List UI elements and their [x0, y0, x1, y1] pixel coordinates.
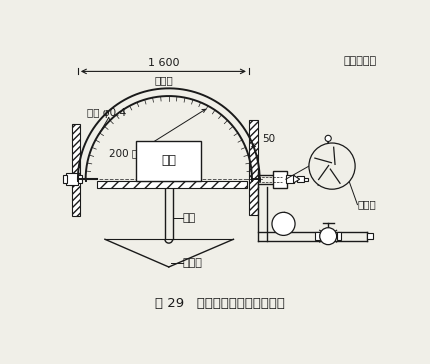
Text: 最大值: 最大值 — [154, 75, 173, 85]
Text: 支架: 支架 — [183, 213, 196, 223]
Text: 图 29   固定式雨淋试验装置简图: 图 29 固定式雨淋试验装置简图 — [155, 297, 286, 310]
Text: 流量计: 流量计 — [357, 199, 376, 210]
Text: 样品: 样品 — [161, 154, 176, 167]
Bar — [337, 232, 341, 240]
Text: 单位为毫米: 单位为毫米 — [344, 56, 377, 66]
Bar — [78, 175, 82, 183]
Bar — [273, 171, 287, 188]
Bar — [62, 175, 67, 183]
Circle shape — [319, 228, 337, 245]
Text: 50: 50 — [262, 134, 275, 144]
Bar — [304, 178, 308, 181]
Polygon shape — [294, 175, 300, 183]
Circle shape — [309, 143, 355, 189]
Bar — [249, 120, 258, 215]
Bar — [367, 233, 373, 239]
Bar — [97, 181, 247, 189]
Bar — [72, 124, 80, 216]
Bar — [66, 173, 78, 185]
Bar — [136, 141, 201, 181]
Circle shape — [325, 135, 331, 142]
Text: 200 最大值: 200 最大值 — [109, 148, 150, 158]
Text: 1 600: 1 600 — [147, 58, 179, 68]
Bar — [315, 232, 319, 240]
Bar — [286, 175, 294, 183]
Circle shape — [272, 212, 295, 236]
Bar — [298, 176, 304, 182]
Text: 配重物: 配重物 — [183, 258, 203, 268]
Text: 孔径 φ0.4: 孔径 φ0.4 — [87, 108, 126, 118]
